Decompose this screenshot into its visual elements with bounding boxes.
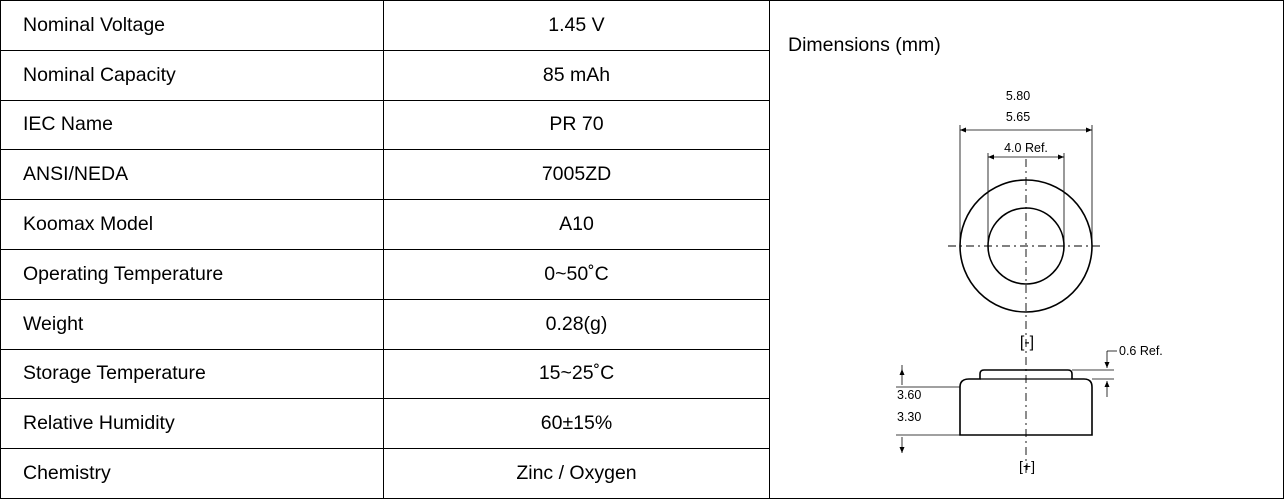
- spec-label: Operating Temperature: [0, 248, 384, 300]
- battery-dimension-drawing: 5.80 5.65 4.0 Ref. [-] 3.60 3.30: [896, 89, 1163, 476]
- table-row: Nominal Capacity 85 mAh: [0, 49, 1284, 101]
- spec-value: 15~25˚C: [383, 348, 770, 400]
- spec-value: 60±15%: [383, 398, 770, 450]
- table-row: Koomax Model A10: [0, 199, 1284, 250]
- spec-label: Nominal Voltage: [0, 0, 384, 51]
- height-min-label: 3.30: [897, 410, 921, 424]
- battery-side-profile-shape: [959, 369, 1093, 436]
- inner-dia-label: 4.0 Ref.: [1004, 141, 1048, 155]
- spec-label: Nominal Capacity: [0, 49, 384, 101]
- negative-terminal-label: [-]: [1020, 334, 1034, 351]
- spec-value: A10: [383, 199, 770, 250]
- positive-terminal-label: [+]: [1019, 458, 1035, 474]
- spec-value: PR 70: [383, 99, 770, 151]
- table-row: Operating Temperature 0~50˚C: [0, 248, 1284, 300]
- dimensions-panel: Dimensions (mm): [769, 0, 1284, 499]
- top-step-label: 0.6 Ref.: [1119, 344, 1163, 358]
- spec-value: 0~50˚C: [383, 248, 770, 300]
- dimensions-title: Dimensions (mm): [788, 34, 941, 56]
- spec-label: Weight: [0, 298, 384, 350]
- spec-label: IEC Name: [0, 99, 384, 151]
- table-row: IEC Name PR 70: [0, 99, 1284, 151]
- spec-value: 7005ZD: [383, 149, 770, 201]
- table-row: Chemistry Zinc / Oxygen: [0, 448, 1284, 499]
- spec-label: Storage Temperature: [0, 348, 384, 400]
- spec-value: 85 mAh: [383, 49, 770, 101]
- spec-label: Koomax Model: [0, 199, 384, 250]
- spec-value: Zinc / Oxygen: [383, 448, 770, 499]
- spec-value: 1.45 V: [383, 0, 770, 51]
- table-row: Weight 0.28(g): [0, 298, 1284, 350]
- spec-label: Chemistry: [0, 448, 384, 499]
- table-row: Relative Humidity 60±15%: [0, 398, 1284, 450]
- spec-label: ANSI/NEDA: [0, 149, 384, 201]
- table-row: Storage Temperature 15~25˚C: [0, 348, 1284, 400]
- outer-dia-max-label: 5.80: [1006, 89, 1030, 103]
- spec-label: Relative Humidity: [0, 398, 384, 450]
- spec-value: 0.28(g): [383, 298, 770, 350]
- height-max-label: 3.60: [897, 388, 921, 402]
- outer-dia-min-label: 5.65: [1006, 110, 1030, 124]
- table-row: ANSI/NEDA 7005ZD: [0, 149, 1284, 201]
